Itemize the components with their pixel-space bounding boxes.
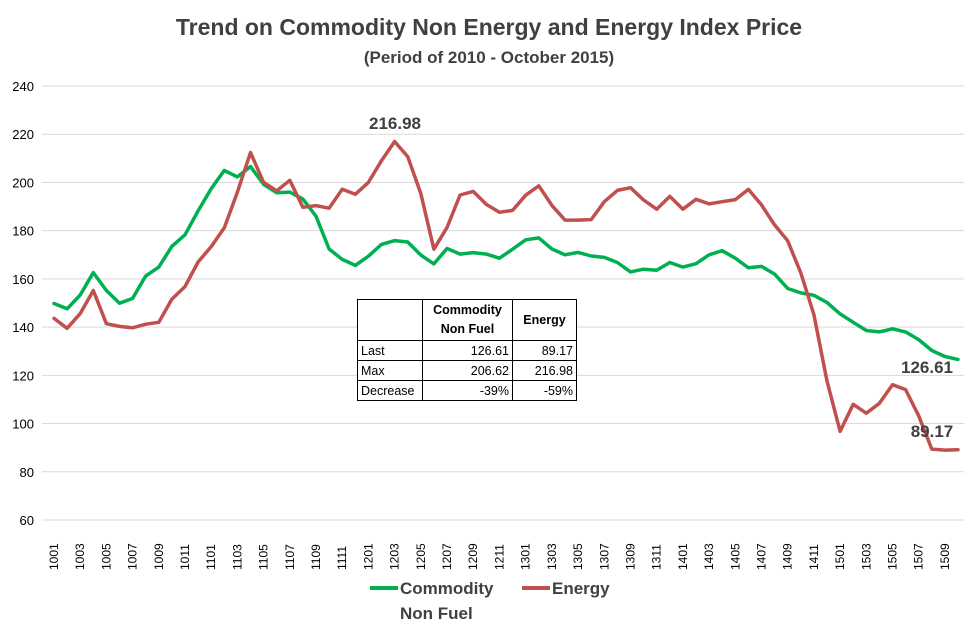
- x-tick-label: 1003: [73, 543, 87, 570]
- x-tick-label: 1303: [545, 543, 559, 570]
- table-cell-non-fuel: -39%: [423, 381, 513, 401]
- x-tick-label: 1001: [47, 543, 61, 570]
- table-cell-non-fuel: 126.61: [423, 341, 513, 361]
- y-tick-label: 240: [12, 79, 34, 94]
- x-tick-label: 1207: [440, 543, 454, 570]
- legend-label-energy: Energy: [552, 579, 610, 598]
- x-tick-label: 1209: [466, 543, 480, 570]
- table-cell-energy: -59%: [513, 381, 577, 401]
- x-tick-label: 1011: [178, 544, 192, 570]
- summary-table: Commodity Non Fuel Energy Last 126.61 89.…: [357, 299, 577, 401]
- x-tick-label: 1007: [126, 543, 140, 570]
- table-row: Decrease -39% -59%: [358, 381, 577, 401]
- table-row: Last 126.61 89.17: [358, 341, 577, 361]
- y-tick-label: 100: [12, 417, 34, 432]
- y-tick-label: 200: [12, 175, 34, 190]
- legend-label-non-fuel-line2: Non Fuel: [400, 604, 473, 623]
- table-cell-energy: 89.17: [513, 341, 577, 361]
- x-tick-label: 1505: [885, 543, 899, 570]
- y-tick-label: 180: [12, 224, 34, 239]
- plot-area: [54, 142, 958, 451]
- table-cell-energy: 216.98: [513, 361, 577, 381]
- x-tick-label: 1205: [414, 543, 428, 570]
- x-tick-label: 1403: [702, 543, 716, 570]
- x-tick-label: 1501: [833, 543, 847, 570]
- x-tick-label: 1203: [388, 543, 402, 570]
- y-axis: 60 80 100 120 140 160 180 200 220 240: [12, 79, 34, 528]
- y-tick-label: 80: [20, 465, 34, 480]
- y-tick-label: 120: [12, 368, 34, 383]
- series-line-energy: [54, 142, 958, 451]
- x-tick-label: 1401: [676, 543, 690, 570]
- x-tick-label: 1103: [230, 544, 244, 570]
- x-axis: 1001 1003 1005 1007 1009 1011 1101 1103 1105 1107…: [47, 543, 952, 570]
- table-row-label: Last: [358, 341, 423, 361]
- x-tick-label: 1109: [309, 544, 323, 570]
- y-tick-label: 160: [12, 272, 34, 287]
- x-tick-label: 1503: [859, 543, 873, 570]
- x-tick-label: 1211: [492, 544, 506, 570]
- x-tick-label: 1301: [519, 543, 533, 570]
- table-header-row: Commodity Non Fuel Energy: [358, 300, 577, 341]
- legend-label-non-fuel-line1: Commodity: [400, 579, 494, 598]
- x-tick-label: 1101: [204, 544, 218, 570]
- x-tick-label: 1405: [728, 543, 742, 570]
- table-row: Max 206.62 216.98: [358, 361, 577, 381]
- x-tick-label: 1305: [571, 543, 585, 570]
- x-tick-label: 1411: [807, 544, 821, 570]
- table-cell-non-fuel: 206.62: [423, 361, 513, 381]
- legend: Commodity Non Fuel Energy: [370, 579, 610, 623]
- x-tick-label: 1311: [650, 544, 664, 570]
- x-tick-label: 1009: [152, 543, 166, 570]
- energy-peak-label: 216.98: [369, 114, 421, 133]
- x-tick-label: 1507: [912, 543, 926, 570]
- y-tick-label: 60: [20, 513, 34, 528]
- table-header-empty: [358, 300, 423, 341]
- table-header-non-fuel-line1: Commodity: [433, 303, 502, 317]
- x-tick-label: 1201: [361, 543, 375, 570]
- table-row-label: Decrease: [358, 381, 423, 401]
- x-tick-label: 1409: [781, 543, 795, 570]
- x-tick-label: 1105: [257, 544, 271, 570]
- x-tick-label: 1407: [754, 543, 768, 570]
- x-tick-label: 1111: [335, 546, 349, 570]
- x-tick-label: 1309: [623, 543, 637, 570]
- y-tick-label: 140: [12, 320, 34, 335]
- x-tick-label: 1307: [597, 543, 611, 570]
- chart-title: Trend on Commodity Non Energy and Energy…: [176, 14, 802, 40]
- x-tick-label: 1107: [283, 544, 297, 570]
- table-header-non-fuel-line2: Non Fuel: [441, 322, 494, 336]
- y-tick-label: 220: [12, 127, 34, 142]
- x-tick-label: 1509: [938, 543, 952, 570]
- chart-subtitle: (Period of 2010 - October 2015): [364, 48, 614, 67]
- table-row-label: Max: [358, 361, 423, 381]
- x-tick-label: 1005: [99, 543, 113, 570]
- table-header-energy: Energy: [513, 300, 577, 341]
- table-header-non-fuel: Commodity Non Fuel: [423, 300, 513, 341]
- energy-last-label: 89.17: [911, 422, 954, 441]
- non-fuel-last-label: 126.61: [901, 358, 953, 377]
